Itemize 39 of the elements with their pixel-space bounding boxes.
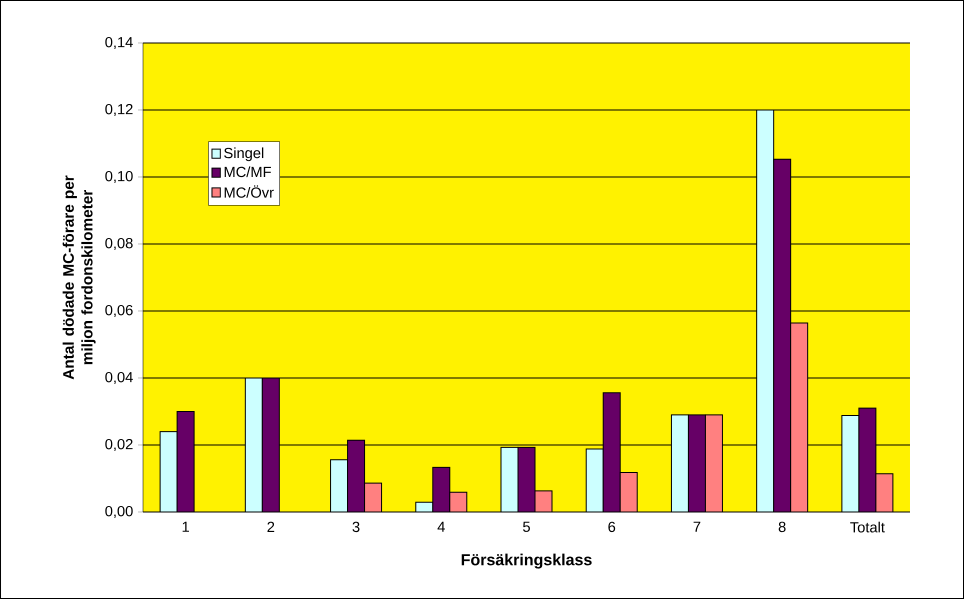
y-tick-label: 0,00 [105, 506, 133, 518]
bar [160, 431, 178, 512]
bar [244, 377, 263, 512]
bar [756, 109, 774, 512]
x-axis-title: Försäkringsklass [462, 554, 592, 569]
y-tick-label: 0,08 [105, 238, 133, 250]
bar [602, 392, 621, 512]
bar [688, 414, 706, 512]
y-tick-label: 0,02 [105, 438, 133, 452]
y-tick-label: 0,04 [105, 372, 133, 384]
bar [858, 408, 876, 512]
y-axis-title: Antal dödade MC-förare per miljon fordonskilometer [62, 176, 96, 380]
bar [330, 459, 348, 512]
x-tick-label: 6 [608, 522, 616, 532]
bar [586, 448, 604, 512]
x-tick-label: 2 [267, 522, 274, 532]
legend-label: MC/Övr [224, 185, 274, 198]
bar [432, 466, 450, 512]
bar [518, 446, 536, 512]
bar [500, 446, 518, 512]
y-tick-label: 0,12 [105, 104, 133, 116]
y-tick-label: 0,10 [105, 170, 133, 184]
bar [670, 414, 689, 512]
bar [262, 377, 280, 512]
legend-label: Singel [224, 147, 264, 162]
x-tick-label: 4 [438, 522, 445, 532]
x-tick-label: 5 [523, 522, 530, 532]
legend-label: MC/MF [224, 166, 271, 178]
y-tick-label: 0,14 [105, 36, 133, 50]
x-tick-label: 3 [352, 522, 360, 532]
bar [347, 440, 366, 512]
bar [773, 158, 792, 512]
bar [176, 410, 195, 512]
bar [841, 415, 860, 512]
x-tick-label: Totalt [850, 522, 885, 532]
x-tick-label: 1 [182, 522, 189, 532]
x-tick-label: 7 [694, 522, 700, 532]
y-tick-label: 0,06 [105, 304, 133, 318]
x-tick-label: 8 [778, 522, 786, 532]
